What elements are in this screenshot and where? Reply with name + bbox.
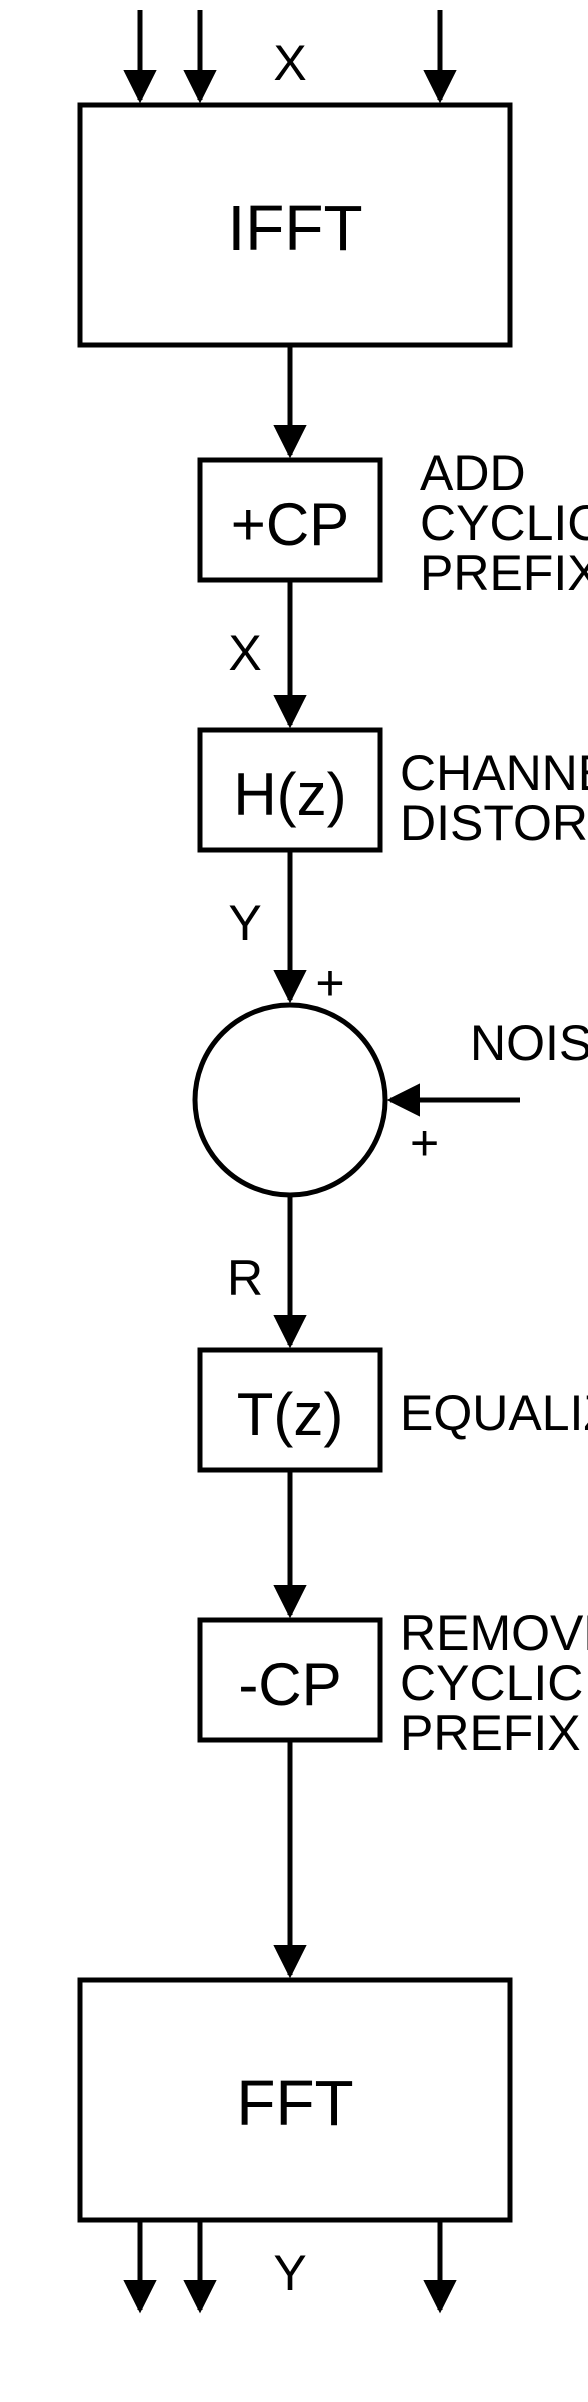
remcp-sub3: PREFIX: [400, 1705, 581, 1761]
ifft-label: IFFT: [227, 192, 362, 264]
addcp-sub1: ADD: [420, 445, 526, 501]
diagram-root: X IFFT +CP ADD CYCLIC PREFIX X H(z) CHAN…: [80, 10, 588, 2310]
remcp-sublabel: REMOVE CYCLIC PREFIX: [400, 1605, 588, 1761]
addcp-label: +CP: [231, 491, 349, 558]
tz-sublabel: EQUALIZER: [400, 1385, 588, 1441]
remcp-sub1: REMOVE: [400, 1605, 588, 1661]
hz-sub2: DISTORTION: [400, 795, 588, 851]
signal-x: X: [228, 625, 261, 681]
remcp-sub2: CYCLIC: [400, 1655, 583, 1711]
addcp-sub2: CYCLIC: [420, 495, 588, 551]
sum-node: [195, 1005, 385, 1195]
signal-in: X: [273, 35, 306, 91]
signal-y: Y: [228, 895, 261, 951]
hz-label: H(z): [233, 761, 346, 828]
hz-sublabel: CHANNEL DISTORTION: [400, 745, 588, 851]
plus-top: +: [315, 955, 344, 1011]
addcp-sublabel: ADD CYCLIC PREFIX: [420, 445, 588, 601]
signal-r: R: [227, 1250, 263, 1306]
addcp-sub3: PREFIX: [420, 545, 588, 601]
fft-label: FFT: [236, 2067, 353, 2139]
plus-side: +: [410, 1115, 439, 1171]
noise-label: NOISE: [470, 1015, 588, 1071]
remcp-label: -CP: [238, 1651, 341, 1718]
tz-label: T(z): [237, 1381, 344, 1448]
hz-sub1: CHANNEL: [400, 745, 588, 801]
signal-out: Y: [273, 2245, 306, 2301]
